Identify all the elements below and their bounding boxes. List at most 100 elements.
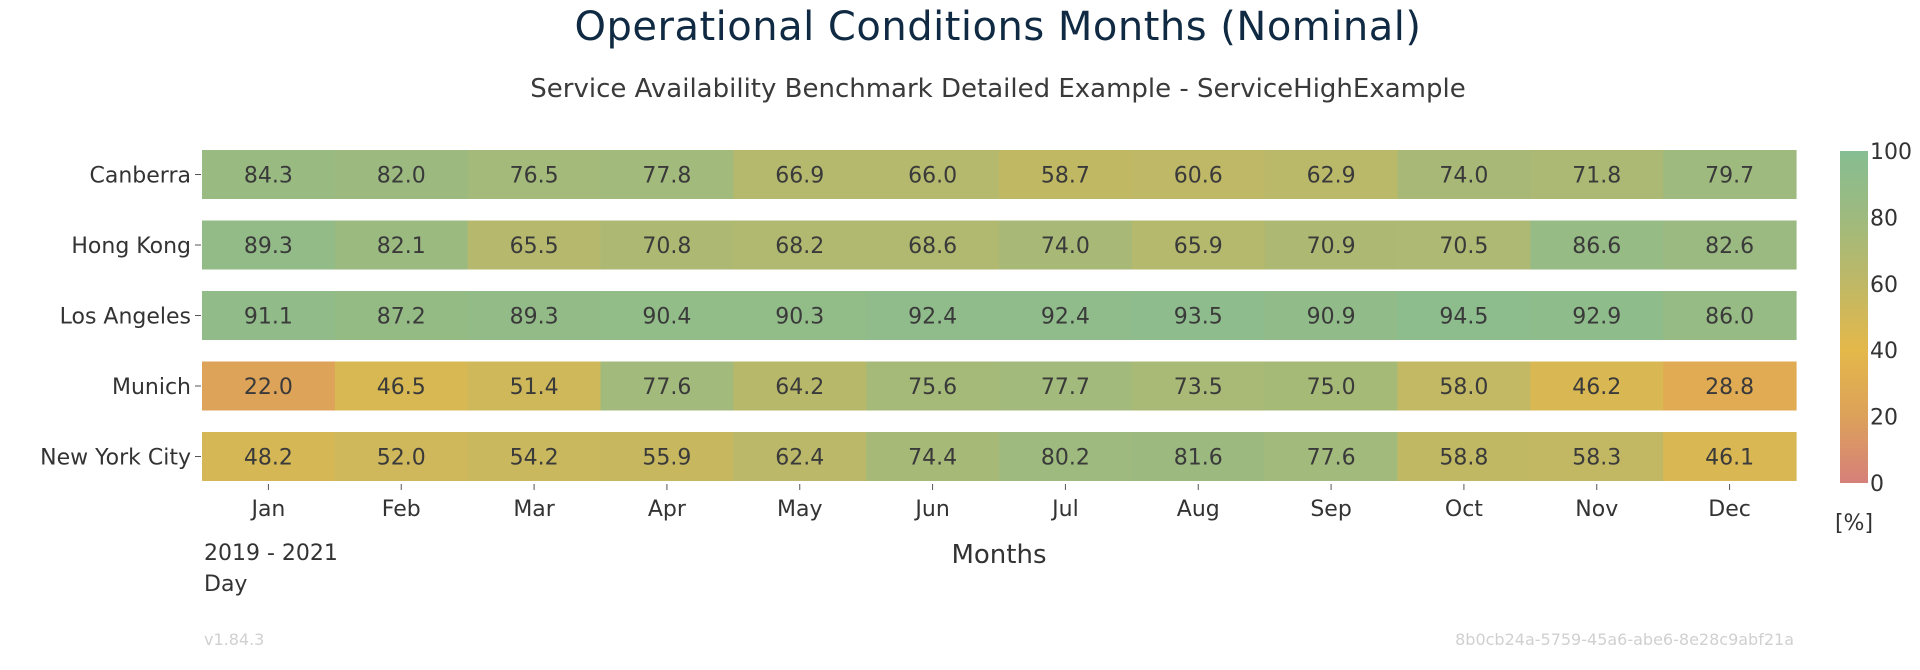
heatmap-cell xyxy=(334,150,469,199)
cell-value-label: 66.9 xyxy=(775,164,824,189)
heatmap-cell xyxy=(202,220,336,270)
cell-value-label: 55.9 xyxy=(642,446,691,471)
heatmap-cell xyxy=(866,361,1000,411)
heatmap-cell xyxy=(1131,361,1266,411)
heatmap-cell xyxy=(1663,361,1797,411)
column-labels: Jan Feb Mar Apr May Jun Jul Aug Sep Oct Nov Dec xyxy=(249,484,1751,522)
heatmap-cell xyxy=(1264,150,1399,199)
heatmap-cell xyxy=(600,220,734,270)
colorbar-tick-label: 40 xyxy=(1870,339,1898,364)
heatmap-cell xyxy=(467,432,602,481)
cell-value-label: 51.4 xyxy=(510,375,559,400)
heatmap-cell xyxy=(1131,150,1266,199)
cell-value-label: 22.0 xyxy=(244,375,293,400)
heatmap-cell xyxy=(467,291,602,340)
heatmap-cell xyxy=(1264,220,1399,270)
heatmap-cell xyxy=(1397,220,1531,270)
cell-value-label: 80.2 xyxy=(1041,446,1090,471)
colorbar-tick-label: 100 xyxy=(1870,140,1912,165)
period-label: 2019 - 2021 xyxy=(204,541,338,566)
row-label: Canberra xyxy=(90,164,191,189)
heatmap-cell xyxy=(202,432,336,481)
cell-value-label: 70.8 xyxy=(642,234,691,259)
cell-value-label: 70.5 xyxy=(1439,234,1488,259)
cell-value-label: 62.4 xyxy=(775,446,824,471)
heatmap-cell xyxy=(999,150,1133,199)
row-label: Munich xyxy=(112,375,191,400)
colorbar-tick-label: 60 xyxy=(1870,273,1898,298)
version-label: v1.84.3 xyxy=(204,630,264,649)
cell-value-label: 87.2 xyxy=(377,305,426,330)
heatmap-cell xyxy=(866,432,1000,481)
colorbar-ticks: 0 20 40 60 80 100 xyxy=(1870,140,1912,497)
cell-value-label: 48.2 xyxy=(244,446,293,471)
cell-value-label: 90.3 xyxy=(775,305,824,330)
heatmap-cell xyxy=(1530,150,1664,199)
cell-value-label: 60.6 xyxy=(1174,164,1223,189)
heatmap-cell xyxy=(334,291,469,340)
cell-value-label: 64.2 xyxy=(775,375,824,400)
cell-value-label: 91.1 xyxy=(244,305,293,330)
column-label: Jan xyxy=(249,497,285,522)
cell-value-label: 58.3 xyxy=(1572,446,1621,471)
heatmap-cell xyxy=(1530,220,1664,270)
column-label: Feb xyxy=(382,497,421,522)
column-label: Apr xyxy=(648,497,687,522)
x-axis-title: Months xyxy=(951,540,1046,570)
column-label: Oct xyxy=(1445,497,1483,522)
row-label: New York City xyxy=(40,446,191,471)
cell-value-label: 68.6 xyxy=(908,234,957,259)
cell-value-label: 90.4 xyxy=(642,305,691,330)
cell-value-label: 86.0 xyxy=(1705,305,1754,330)
heatmap-cell xyxy=(999,291,1133,340)
cell-value-label: 90.9 xyxy=(1307,305,1356,330)
colorbar-tick-label: 80 xyxy=(1870,206,1898,231)
heatmap-cell xyxy=(1397,361,1531,411)
heatmap-cell xyxy=(467,220,602,270)
cell-value-label: 81.6 xyxy=(1174,446,1223,471)
column-label: Nov xyxy=(1575,497,1618,522)
heatmap-cell xyxy=(467,361,602,411)
cell-value-label: 73.5 xyxy=(1174,375,1223,400)
cell-value-label: 77.7 xyxy=(1041,375,1090,400)
heatmap-cell xyxy=(202,150,336,199)
row-label: Hong Kong xyxy=(71,234,191,259)
heatmap-cell xyxy=(1663,291,1797,340)
cell-value-label: 82.1 xyxy=(377,234,426,259)
cell-value-label: 82.6 xyxy=(1705,234,1754,259)
cell-value-label: 76.5 xyxy=(510,164,559,189)
cell-value-label: 93.5 xyxy=(1174,305,1223,330)
heatmap-cell xyxy=(1530,361,1664,411)
resolution-label: Day xyxy=(204,572,247,597)
column-label: Sep xyxy=(1310,497,1351,522)
colorbar-tick-label: 0 xyxy=(1870,472,1884,497)
heatmap-cells: 84.3 82.0 76.5 77.8 66.9 66.0 58.7 60.6 62.9 74.0… xyxy=(202,150,1797,481)
heatmap-cell xyxy=(1264,432,1399,481)
heatmap-cell xyxy=(866,291,1000,340)
column-label: May xyxy=(777,497,822,522)
row-label: Los Angeles xyxy=(60,305,191,330)
heatmap-cell xyxy=(1663,432,1797,481)
heatmap-cell xyxy=(733,432,867,481)
cell-value-label: 75.0 xyxy=(1307,375,1356,400)
heatmap-cell xyxy=(202,361,336,411)
cell-value-label: 84.3 xyxy=(244,164,293,189)
cell-value-label: 77.6 xyxy=(642,375,691,400)
heatmap-cell xyxy=(334,432,469,481)
cell-value-label: 74.0 xyxy=(1439,164,1488,189)
cell-value-label: 65.9 xyxy=(1174,234,1223,259)
colorbar-tick-label: 20 xyxy=(1870,406,1898,431)
cell-value-label: 77.8 xyxy=(642,164,691,189)
heatmap-cell xyxy=(1131,291,1266,340)
cell-value-label: 46.5 xyxy=(377,375,426,400)
heatmap-cell xyxy=(999,361,1133,411)
cell-value-label: 58.0 xyxy=(1439,375,1488,400)
heatmap-cell xyxy=(999,432,1133,481)
heatmap-cell xyxy=(600,291,734,340)
column-label: Aug xyxy=(1177,497,1220,522)
heatmap-cell xyxy=(733,361,867,411)
cell-value-label: 52.0 xyxy=(377,446,426,471)
heatmap-cell xyxy=(334,220,469,270)
cell-value-label: 74.0 xyxy=(1041,234,1090,259)
cell-value-label: 89.3 xyxy=(510,305,559,330)
